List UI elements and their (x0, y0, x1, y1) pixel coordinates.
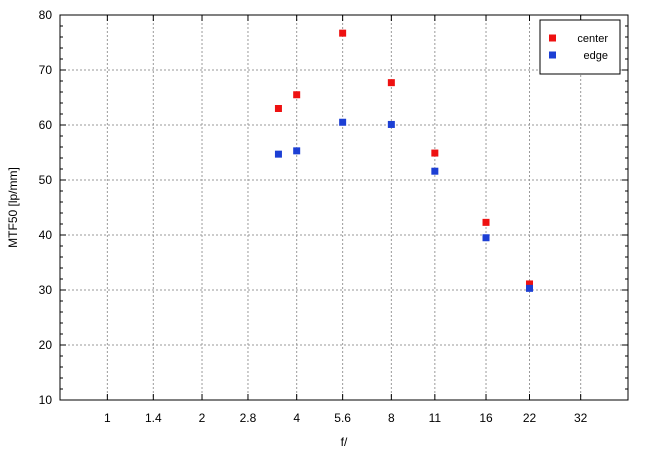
x-tick-label: 8 (388, 411, 395, 425)
y-tick-label: 70 (39, 63, 53, 77)
y-tick-label: 40 (39, 228, 53, 242)
y-tick-label: 60 (39, 118, 53, 132)
legend-marker-edge (549, 51, 556, 59)
point-center (339, 29, 347, 37)
x-tick-label: 32 (574, 411, 588, 425)
point-edge (339, 118, 347, 126)
point-center (387, 79, 395, 87)
data-points (274, 29, 534, 292)
point-edge (482, 234, 490, 242)
point-edge (293, 147, 301, 155)
y-tick-label: 80 (39, 8, 53, 22)
point-edge (387, 120, 395, 128)
y-axis-label: MTF50 [lp/mm] (6, 167, 20, 248)
legend-marker-center (549, 34, 556, 42)
x-tick-label: 2 (199, 411, 206, 425)
legend-label-center: center (577, 33, 608, 45)
x-tick-label: 1 (104, 411, 111, 425)
x-tick-label: 5.6 (334, 411, 351, 425)
x-tick-label: 11 (429, 411, 442, 425)
y-tick-label: 30 (39, 283, 53, 297)
point-edge (274, 150, 282, 158)
x-tick-label: 16 (479, 411, 493, 425)
point-edge (431, 167, 439, 175)
point-center (274, 105, 282, 112)
plot-frame (59, 14, 629, 401)
point-center (482, 218, 490, 226)
x-tick-label: 4 (293, 411, 300, 425)
x-tick-label: 1.4 (145, 411, 162, 425)
legend: center edge (539, 19, 621, 75)
point-center (293, 91, 301, 99)
x-tick-label: 2.8 (240, 411, 257, 425)
y-tick-label: 50 (39, 173, 53, 187)
x-axis-label: f/ (341, 435, 348, 449)
legend-label-edge: edge (584, 50, 608, 62)
y-tick-label: 20 (39, 338, 53, 352)
point-center (526, 280, 534, 288)
y-tick-label: 10 (39, 393, 53, 407)
point-edge (526, 284, 534, 292)
point-center (431, 149, 439, 157)
axis-ticks: 10 20 30 40 50 60 70 80 1 1.4 2 2.8 4 5.6 8 11 16 22 32 (39, 8, 628, 425)
legend-box (539, 19, 621, 75)
x-tick-label: 22 (523, 411, 537, 425)
